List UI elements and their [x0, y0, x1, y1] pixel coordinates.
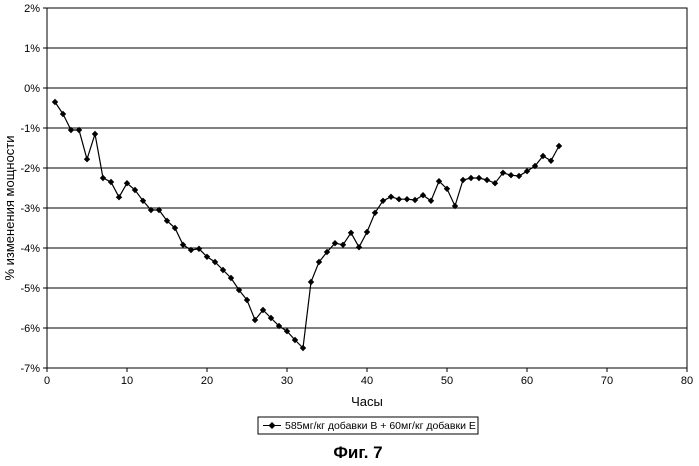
- data-point-marker: [92, 131, 98, 137]
- x-axis-ticks: 0 10 20 30 40 50 60 70 80: [44, 368, 693, 387]
- data-point-marker: [412, 197, 418, 203]
- data-point-marker: [556, 143, 562, 149]
- data-point-marker: [100, 175, 106, 181]
- x-tick-label: 50: [441, 375, 453, 387]
- series-line: [55, 102, 559, 348]
- data-point-marker: [524, 168, 530, 174]
- data-point-marker: [340, 242, 346, 248]
- data-point-marker: [484, 177, 490, 183]
- y-tick-label: -2%: [20, 163, 40, 175]
- legend: 585мг/кг добавки В + 60мг/кг добавки Е: [258, 417, 478, 434]
- y-tick-label: -5%: [20, 283, 40, 295]
- x-tick-label: 0: [44, 375, 50, 387]
- x-tick-label: 10: [121, 375, 133, 387]
- data-point-marker: [396, 196, 402, 202]
- data-point-marker: [404, 196, 410, 202]
- data-point-marker: [116, 194, 122, 200]
- y-tick-label: -7%: [20, 363, 40, 375]
- y-axis-ticks: 2% 1% 0% -1% -2% -3% -4% -5% -6% -7%: [20, 3, 47, 375]
- data-point-marker: [548, 158, 554, 164]
- legend-entry-label: 585мг/кг добавки В + 60мг/кг добавки Е: [285, 420, 476, 432]
- data-point-marker: [364, 229, 370, 235]
- data-point-marker: [380, 198, 386, 204]
- data-point-marker: [460, 177, 466, 183]
- series-layer: [52, 99, 562, 351]
- data-point-marker: [516, 173, 522, 179]
- x-tick-label: 60: [521, 375, 533, 387]
- x-tick-label: 30: [281, 375, 293, 387]
- plot-area: [47, 8, 687, 368]
- data-point-marker: [348, 230, 354, 236]
- y-tick-label: -6%: [20, 323, 40, 335]
- y-axis-label: % изменения мощности: [2, 135, 17, 280]
- y-tick-label: -4%: [20, 243, 40, 255]
- data-point-marker: [84, 156, 90, 162]
- data-point-marker: [388, 194, 394, 200]
- data-point-marker: [308, 279, 314, 285]
- x-axis-label: Часы: [351, 394, 383, 409]
- data-point-marker: [372, 210, 378, 216]
- y-tick-label: -3%: [20, 203, 40, 215]
- x-tick-label: 20: [201, 375, 213, 387]
- figure-caption: Фиг. 7: [333, 443, 382, 462]
- y-tick-label: -1%: [20, 123, 40, 135]
- data-point-marker: [180, 242, 186, 248]
- data-point-marker: [356, 244, 362, 250]
- grid-lines: [47, 8, 687, 368]
- data-point-marker: [468, 175, 474, 181]
- x-tick-label: 70: [601, 375, 613, 387]
- y-tick-label: 0%: [24, 83, 40, 95]
- data-point-marker: [60, 111, 66, 117]
- data-point-marker: [108, 179, 114, 185]
- y-tick-label: 2%: [24, 3, 40, 15]
- x-tick-label: 80: [681, 375, 693, 387]
- data-point-marker: [508, 172, 514, 178]
- data-point-marker: [476, 175, 482, 181]
- y-tick-label: 1%: [24, 43, 40, 55]
- data-point-marker: [52, 99, 58, 105]
- x-tick-label: 40: [361, 375, 373, 387]
